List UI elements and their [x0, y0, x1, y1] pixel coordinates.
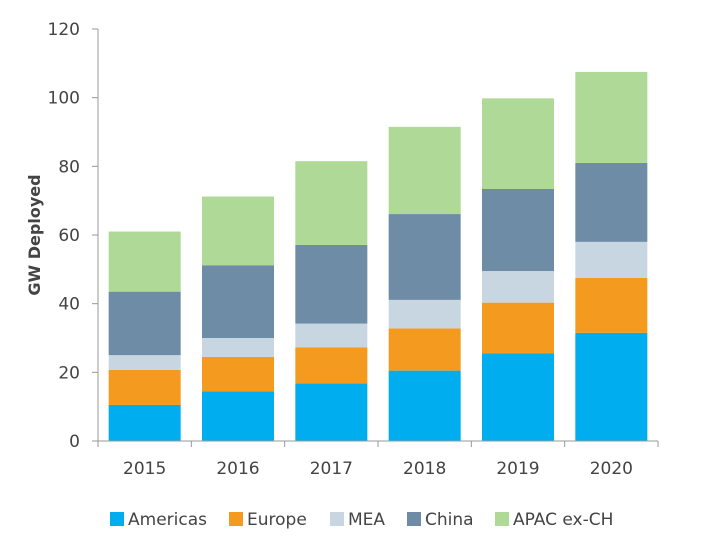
x-tick-label: 2017: [310, 459, 353, 479]
bar-segment: [202, 391, 274, 441]
x-tick-label: 2018: [403, 459, 446, 479]
y-tick-label: 40: [58, 295, 80, 315]
x-tick-label: 2015: [123, 459, 166, 479]
bar-segment: [575, 71, 648, 163]
bar-segment: [108, 291, 181, 356]
bar-segment: [482, 188, 554, 272]
bar-segment: [295, 383, 368, 441]
legend-label: China: [425, 510, 474, 530]
bar-segment: [202, 356, 274, 392]
x-tick-label: 2016: [216, 459, 259, 479]
y-tick-label: 60: [58, 226, 80, 246]
bar-segment: [108, 369, 181, 405]
y-tick-label: 0: [69, 432, 80, 452]
bar-segment: [482, 302, 554, 354]
legend: Americas Europe MEA China APAC ex-CH: [110, 510, 613, 530]
x-axis: 2015 2016 2017 2018 2019 2020: [97, 440, 659, 479]
bar-segment: [388, 370, 461, 441]
bar-segment: [295, 347, 368, 384]
legend-swatch: [495, 512, 509, 526]
legend-swatch: [229, 512, 243, 526]
bar-segment: [575, 241, 648, 278]
bar-segment: [482, 98, 554, 189]
x-tick-label: 2020: [590, 459, 633, 479]
y-tick-label: 80: [58, 157, 80, 177]
y-tick-label: 20: [58, 363, 80, 383]
y-tick-label: 120: [48, 20, 80, 40]
bar-segment: [482, 353, 554, 441]
bar-segment: [575, 162, 648, 242]
y-tick-label: 100: [48, 89, 80, 109]
legend-label: MEA: [348, 510, 385, 530]
legend-label: Europe: [247, 510, 307, 530]
legend-label: Americas: [128, 510, 207, 530]
legend-swatch: [110, 512, 124, 526]
bar-segment: [575, 332, 648, 441]
bar-segment: [388, 126, 461, 215]
bar-segment: [388, 214, 461, 300]
bar-segment: [295, 323, 368, 348]
bar-segment: [388, 299, 461, 329]
bar-segment: [295, 161, 368, 245]
bar-segment: [108, 231, 181, 292]
x-tick-label: 2019: [496, 459, 539, 479]
legend-swatch: [407, 512, 421, 526]
bar-segment: [202, 338, 274, 357]
bar-segment: [482, 271, 554, 303]
bar-segment: [575, 277, 648, 333]
bar-segment: [108, 404, 181, 441]
bar-segment: [388, 328, 461, 371]
y-axis-title: GW Deployed: [25, 174, 44, 295]
bar-segment: [295, 244, 368, 324]
bar-segment: [202, 196, 274, 266]
bar-segment: [108, 355, 181, 370]
bar-segment: [202, 265, 274, 338]
bars: [108, 71, 648, 441]
legend-swatch: [330, 512, 344, 526]
legend-label: APAC ex-CH: [513, 510, 613, 530]
y-axis: 0 20 40 60 80 100 120: [48, 20, 99, 452]
